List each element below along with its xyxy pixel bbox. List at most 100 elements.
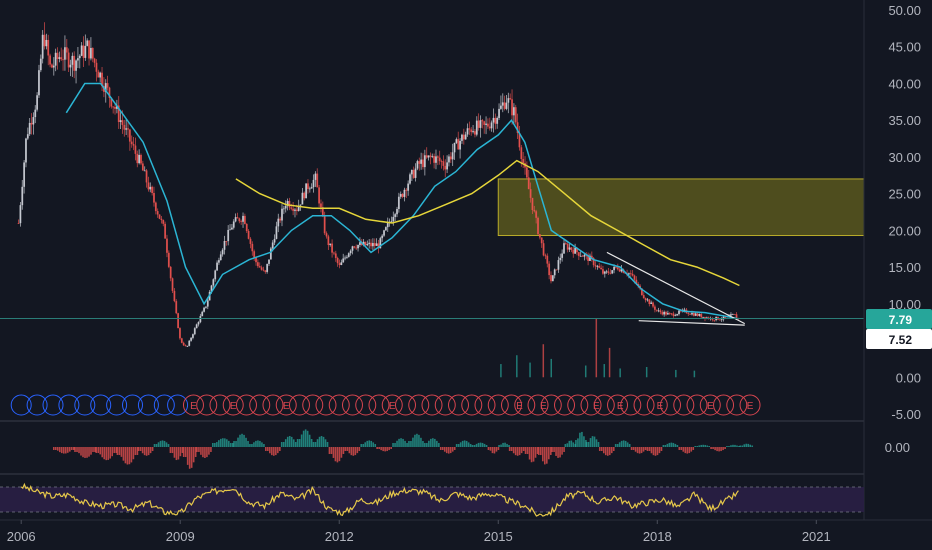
- earnings-marker[interactable]: [448, 394, 470, 416]
- histogram-bar: [459, 442, 462, 447]
- moving-average-short-line[interactable]: [65, 82, 737, 320]
- earnings-marker[interactable]: [699, 394, 721, 416]
- histogram-bar: [736, 445, 738, 447]
- earnings-marker[interactable]: [633, 394, 655, 416]
- histogram-bar: [263, 444, 265, 447]
- earnings-marker[interactable]: [249, 394, 271, 416]
- histogram-bar: [563, 447, 565, 452]
- earnings-marker[interactable]: [262, 394, 284, 416]
- resistance-zone[interactable]: [497, 178, 865, 237]
- earnings-marker[interactable]: [540, 394, 562, 416]
- dividend-marker[interactable]: [167, 394, 189, 416]
- earnings-marker[interactable]: [288, 394, 310, 416]
- candle-body: [101, 72, 103, 87]
- earnings-marker[interactable]: [315, 394, 337, 416]
- earnings-marker[interactable]: [328, 394, 350, 416]
- price-tick-label: -5.00: [891, 407, 921, 422]
- earnings-marker[interactable]: [620, 394, 642, 416]
- earnings-marker[interactable]: [593, 394, 615, 416]
- earnings-marker[interactable]: [739, 394, 761, 416]
- histogram-bar: [212, 443, 214, 447]
- histogram-bar: [171, 447, 174, 454]
- candle-body: [490, 122, 493, 129]
- earnings-marker[interactable]: [209, 394, 231, 416]
- candle-body: [255, 257, 257, 263]
- earnings-marker[interactable]: [235, 394, 257, 416]
- earnings-marker[interactable]: [474, 394, 496, 416]
- trendlines[interactable]: [606, 251, 746, 326]
- histogram-bar: [370, 440, 373, 447]
- histogram-bar: [350, 447, 353, 456]
- earnings-marker[interactable]: [182, 394, 204, 416]
- dividend-marker[interactable]: [42, 394, 64, 416]
- earnings-marker[interactable]: [275, 394, 297, 416]
- candle-body: [290, 207, 293, 209]
- histogram-bar: [388, 447, 390, 451]
- candle-body: [366, 243, 369, 246]
- candle-body: [223, 241, 226, 250]
- rsi-pane[interactable]: [0, 482, 864, 517]
- earnings-marker[interactable]: [222, 394, 244, 416]
- earnings-marker[interactable]: [527, 394, 549, 416]
- dividend-marker[interactable]: [90, 394, 112, 416]
- candle-body: [173, 290, 176, 302]
- earnings-marker[interactable]: [408, 394, 430, 416]
- candle-body: [288, 200, 291, 208]
- earnings-marker[interactable]: [341, 394, 363, 416]
- earnings-marker[interactable]: [355, 394, 377, 416]
- earnings-marker[interactable]: [501, 394, 523, 416]
- histogram-bar: [424, 443, 426, 447]
- candle-body: [325, 233, 328, 237]
- dividend-marker[interactable]: [153, 394, 175, 416]
- candle-body: [492, 117, 495, 123]
- histogram-bar: [208, 447, 210, 455]
- histogram-bar: [71, 447, 73, 451]
- histogram-bar: [324, 439, 327, 447]
- dividend-marker[interactable]: [10, 394, 32, 416]
- earnings-marker[interactable]: [368, 394, 390, 416]
- dividend-marker[interactable]: [122, 394, 144, 416]
- candle-body: [698, 313, 701, 316]
- earnings-marker[interactable]: [646, 394, 668, 416]
- candle-body: [503, 102, 506, 109]
- earnings-marker[interactable]: [726, 394, 748, 416]
- earnings-marker[interactable]: [713, 394, 735, 416]
- earnings-marker[interactable]: [514, 394, 536, 416]
- earnings-marker[interactable]: [394, 394, 416, 416]
- earnings-marker[interactable]: [673, 394, 695, 416]
- oscillator-pane[interactable]: [53, 429, 754, 469]
- dividend-marker[interactable]: [58, 394, 80, 416]
- earnings-marker[interactable]: [554, 394, 576, 416]
- earnings-marker[interactable]: [686, 394, 708, 416]
- dividend-marker[interactable]: [74, 394, 96, 416]
- histogram-bar: [702, 444, 704, 447]
- candle-body: [253, 251, 256, 258]
- dividend-marker[interactable]: [106, 394, 128, 416]
- earnings-marker[interactable]: [487, 394, 509, 416]
- trendline[interactable]: [638, 320, 745, 326]
- earnings-marker[interactable]: [461, 394, 483, 416]
- earnings-marker[interactable]: [381, 394, 403, 416]
- moving-average-long-line[interactable]: [235, 159, 740, 287]
- histogram-bar: [224, 438, 226, 447]
- candle-body: [487, 123, 489, 127]
- earnings-marker[interactable]: [196, 394, 218, 416]
- earnings-marker[interactable]: [302, 394, 324, 416]
- price-tick-label: 25.00: [888, 187, 921, 202]
- earnings-marker[interactable]: [567, 394, 589, 416]
- oscillator-axis[interactable]: 0.00: [885, 440, 910, 455]
- earnings-marker[interactable]: [421, 394, 443, 416]
- time-axis[interactable]: 2006 2009 2012 2015 2018 2021: [7, 520, 831, 544]
- earnings-marker[interactable]: [434, 394, 456, 416]
- earnings-marker[interactable]: [580, 394, 602, 416]
- candle-body: [77, 58, 79, 61]
- dividend-marker[interactable]: [26, 394, 48, 416]
- earnings-marker[interactable]: [607, 394, 629, 416]
- candle-body: [164, 223, 167, 239]
- dividend-marker[interactable]: [137, 394, 159, 416]
- trendline[interactable]: [606, 251, 746, 325]
- earnings-marker[interactable]: [660, 394, 682, 416]
